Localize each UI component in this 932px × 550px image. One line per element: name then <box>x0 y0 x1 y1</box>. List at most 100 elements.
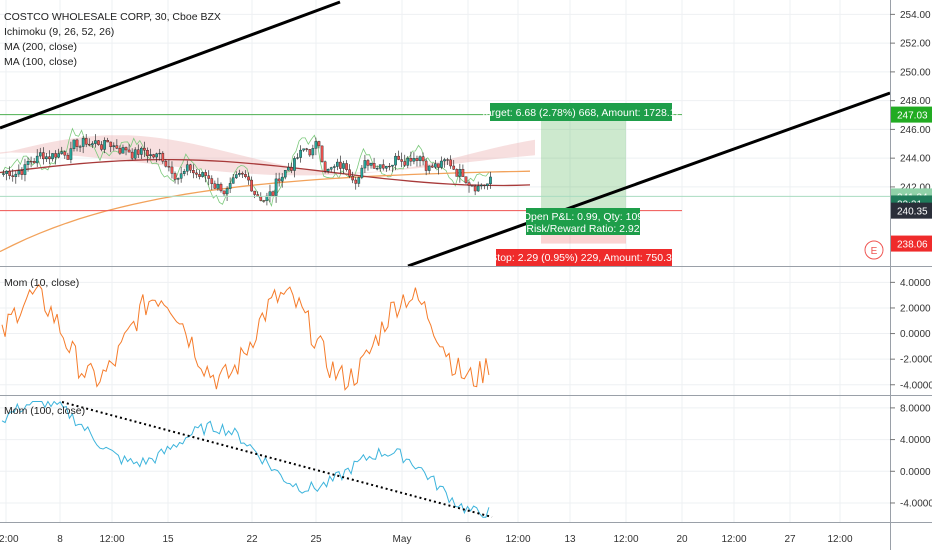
x-tick-label: 12:00 <box>613 534 638 545</box>
mom100-legend[interactable]: Mom (100, close) <box>4 405 85 417</box>
candle-body <box>112 145 116 148</box>
candle-body <box>97 140 100 145</box>
open-pnl-label[interactable]: Open P&L: 0.99, Qty: 109 Risk/Reward Rat… <box>523 208 643 235</box>
candle-body <box>57 153 60 158</box>
mom10-legend[interactable]: Mom (10, close) <box>4 277 79 289</box>
candle-body <box>470 185 474 187</box>
mom10-pane[interactable] <box>0 267 890 395</box>
candle-body <box>299 149 302 158</box>
price-pane[interactable] <box>0 0 890 266</box>
candle-body <box>424 160 428 171</box>
candle-body <box>17 170 21 175</box>
mom10-axis[interactable]: 4.0000 2.0000 0.0000 -2.0000 -4.0000 <box>890 278 932 391</box>
candle-body <box>51 153 54 160</box>
candle-body <box>314 141 318 149</box>
mom100-trendline[interactable] <box>61 401 493 518</box>
candle-body <box>464 176 468 183</box>
earnings-marker[interactable]: E <box>864 240 884 260</box>
candle-body <box>406 158 410 166</box>
x-tick-label: 12:00 <box>721 534 746 545</box>
stop-label[interactable]: Stop: 2.29 (0.95%) 229, Amount: 750.39 <box>490 249 678 266</box>
candle-body <box>26 161 30 165</box>
candle-body <box>394 155 397 166</box>
candle-body <box>351 176 354 181</box>
y-tick-label: 0.0000 <box>900 329 931 340</box>
candle-body <box>182 170 186 174</box>
candle-body <box>320 145 324 162</box>
candle-body <box>20 170 24 175</box>
target-label[interactable]: Target: 6.68 (2.78%) 668, Amount: 1728.1… <box>481 103 682 121</box>
candle-body <box>213 183 217 189</box>
price-axis[interactable]: 254.00 252.00 250.00 248.00 246.00 244.00 242.… <box>890 10 931 194</box>
candle-body <box>164 161 168 167</box>
candle-body <box>91 143 94 146</box>
y-tick-label: 250.00 <box>900 67 931 78</box>
candle-body <box>198 174 201 177</box>
candle-body <box>290 167 293 171</box>
candle-body <box>127 149 131 153</box>
profit-zone[interactable] <box>541 114 626 211</box>
candle-body <box>250 179 253 192</box>
candle-body <box>225 188 229 195</box>
candle-body <box>5 170 8 174</box>
candle-body <box>483 184 486 187</box>
candle-body <box>430 165 434 168</box>
candle-body <box>329 167 333 170</box>
candle-body <box>473 185 477 192</box>
candle-body <box>363 160 367 169</box>
candle-body <box>268 191 272 197</box>
candle-body <box>8 170 11 176</box>
candle-body <box>87 144 91 146</box>
candle-body <box>118 148 122 154</box>
candle-body <box>283 170 287 178</box>
time-axis[interactable]: 12:00 8 12:00 15 22 25 May 6 12:00 13 12:00 20 12:00… <box>0 534 853 545</box>
candle-body <box>234 174 238 179</box>
candle-body <box>179 173 183 179</box>
candle-body <box>63 151 67 156</box>
trendlines[interactable] <box>0 0 891 268</box>
candle-body <box>35 155 39 164</box>
candle-body <box>388 165 391 168</box>
y-tick-label: 246.00 <box>900 125 931 136</box>
price-badge <box>891 235 932 252</box>
candle-body <box>271 191 275 196</box>
main-legend[interactable]: COSTCO WHOLESALE CORP, 30, Cboe BZX Ichi… <box>4 11 221 68</box>
candle-body <box>133 149 137 159</box>
candle-body <box>109 141 113 148</box>
x-tick-label: May <box>393 534 412 545</box>
mom100-axis[interactable]: 8.0000 4.0000 0.0000 -4.0000 <box>890 403 932 509</box>
lower-channel-line[interactable] <box>407 91 891 268</box>
candle-body <box>415 158 419 161</box>
candle-body <box>259 196 263 201</box>
long-position-tool[interactable] <box>541 114 626 244</box>
candle-body <box>167 166 171 168</box>
candle-body <box>317 141 321 147</box>
candle-body <box>446 159 449 161</box>
candle-body <box>345 163 348 170</box>
candle-body <box>238 173 241 175</box>
candle-body <box>29 161 33 163</box>
y-tick-label: 4.0000 <box>900 435 931 446</box>
candle-body <box>449 159 452 167</box>
candle-body <box>440 160 443 168</box>
candle-body <box>72 139 76 149</box>
candle-body <box>489 176 492 185</box>
candle-body <box>360 167 364 178</box>
candle-body <box>207 175 211 179</box>
candle-body <box>124 147 128 151</box>
candle-body <box>342 163 345 169</box>
candle-body <box>2 173 5 175</box>
candle-body <box>452 165 456 170</box>
candle-body <box>231 177 235 184</box>
x-tick-label: 27 <box>784 534 796 545</box>
symbol-title: COSTCO WHOLESALE CORP, 30, Cboe BZX <box>4 11 221 23</box>
price-badge-label: 240.35 <box>897 207 928 218</box>
upper-channel-line[interactable] <box>0 0 341 130</box>
candle-body <box>173 173 177 180</box>
y-tick-label: -4.0000 <box>900 498 932 509</box>
candle-body <box>375 168 379 170</box>
candle-body <box>54 153 57 158</box>
y-tick-label: 4.0000 <box>900 278 931 289</box>
candle-body <box>381 164 385 169</box>
